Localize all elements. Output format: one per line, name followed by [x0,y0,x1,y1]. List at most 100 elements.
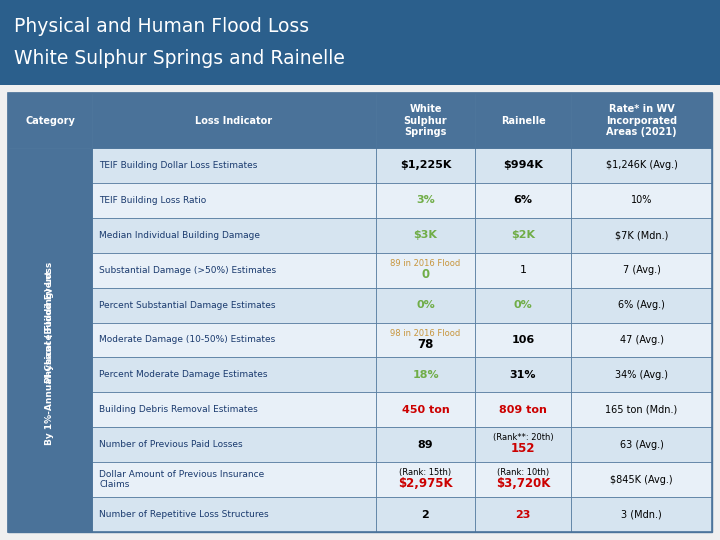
Text: $1,225K: $1,225K [400,160,451,171]
Bar [376,427,475,462]
Text: 98 in 2016 Flood: 98 in 2016 Flood [390,328,461,338]
Bar [571,462,712,497]
Bar [92,393,376,427]
Bar [376,497,475,532]
Bar [475,253,571,288]
Text: $1,246K (Avg.): $1,246K (Avg.) [606,160,678,171]
Bar [376,183,475,218]
Bar [376,148,475,183]
Bar [475,93,571,148]
Bar [376,288,475,322]
Text: Percent Substantial Damage Estimates: Percent Substantial Damage Estimates [99,301,276,309]
Bar [571,427,712,462]
Bar [92,322,376,357]
Bar [571,148,712,183]
Bar [376,357,475,393]
Bar [475,183,571,218]
Text: 78: 78 [418,338,433,350]
Bar [475,218,571,253]
Bar [92,253,376,288]
Text: 6%: 6% [513,195,533,205]
Text: 18%: 18% [412,370,438,380]
Text: (Rank: 15th): (Rank: 15th) [400,468,451,477]
Bar [92,462,376,497]
Text: TEIF Building Dollar Loss Estimates: TEIF Building Dollar Loss Estimates [99,161,257,170]
Bar [475,288,571,322]
Text: Loss Indicator: Loss Indicator [195,116,273,125]
Bar [571,218,712,253]
Text: Number of Previous Paid Losses: Number of Previous Paid Losses [99,440,243,449]
Text: 6% (Avg.): 6% (Avg.) [618,300,665,310]
Text: Rainelle: Rainelle [500,116,545,125]
Text: Dollar Amount of Previous Insurance
Claims: Dollar Amount of Previous Insurance Clai… [99,470,264,489]
Bar [475,427,571,462]
Bar [475,148,571,183]
Text: 0: 0 [421,268,430,281]
Bar [92,288,376,322]
Text: 152: 152 [510,442,535,455]
Bar [571,393,712,427]
Bar [376,218,475,253]
Bar [571,183,712,218]
Text: $994K: $994K [503,160,543,171]
Text: Building Debris Removal Estimates: Building Debris Removal Estimates [99,406,258,414]
Text: $2K: $2K [511,230,535,240]
Bar [92,148,376,183]
Text: Physical (Building) Loss: Physical (Building) Loss [45,261,55,383]
Text: $2,975K: $2,975K [398,477,453,490]
Bar [0,0,720,85]
Bar [376,462,475,497]
Bar [376,253,475,288]
Bar [92,183,376,218]
Text: $845K (Avg.): $845K (Avg.) [610,475,672,484]
Bar [376,322,475,357]
Bar [8,148,92,532]
Bar [92,427,376,462]
Text: (Rank: 10th): (Rank: 10th) [497,468,549,477]
Bar [475,357,571,393]
Text: 809 ton: 809 ton [499,405,547,415]
Bar [571,288,712,322]
Bar [8,93,712,532]
Text: 3%: 3% [416,195,435,205]
Text: 7 (Avg.): 7 (Avg.) [623,265,660,275]
Text: 10%: 10% [631,195,652,205]
Text: White Sulphur Springs and Rainelle: White Sulphur Springs and Rainelle [14,49,345,68]
Text: Rate* in WV
Incorporated
Areas (2021): Rate* in WV Incorporated Areas (2021) [606,104,677,137]
Text: 47 (Avg.): 47 (Avg.) [619,335,664,345]
Text: 106: 106 [511,335,535,345]
Text: TEIF Building Loss Ratio: TEIF Building Loss Ratio [99,196,206,205]
Text: White
Sulphur
Springs: White Sulphur Springs [404,104,447,137]
Bar [8,93,92,148]
Text: Substantial Damage (>50%) Estimates: Substantial Damage (>50%) Estimates [99,266,276,275]
Text: 23: 23 [516,510,531,519]
Text: Median Individual Building Damage: Median Individual Building Damage [99,231,260,240]
Bar [475,393,571,427]
Text: 89 in 2016 Flood: 89 in 2016 Flood [390,259,461,268]
Text: 34% (Avg.): 34% (Avg.) [615,370,668,380]
Text: (Rank**: 20th): (Rank**: 20th) [492,433,553,442]
Bar [571,497,712,532]
Text: 1: 1 [520,265,526,275]
Bar [92,218,376,253]
Bar [475,497,571,532]
Bar [92,357,376,393]
Text: 0%: 0% [416,300,435,310]
Bar [571,322,712,357]
Text: 3 (Mdn.): 3 (Mdn.) [621,510,662,519]
Text: Moderate Damage (10-50%) Estimates: Moderate Damage (10-50%) Estimates [99,335,275,345]
Text: 0%: 0% [513,300,532,310]
Text: 31%: 31% [510,370,536,380]
Bar [376,93,475,148]
Text: 89: 89 [418,440,433,450]
Bar [92,497,376,532]
Text: 2: 2 [422,510,429,519]
Bar [475,462,571,497]
Text: 450 ton: 450 ton [402,405,449,415]
Text: Physical and Human Flood Loss: Physical and Human Flood Loss [14,17,309,36]
Text: 165 ton (Mdn.): 165 ton (Mdn.) [606,405,678,415]
Bar [475,322,571,357]
Bar [571,253,712,288]
Text: 63 (Avg.): 63 (Avg.) [620,440,663,450]
Text: Percent Moderate Damage Estimates: Percent Moderate Damage Estimates [99,370,268,380]
